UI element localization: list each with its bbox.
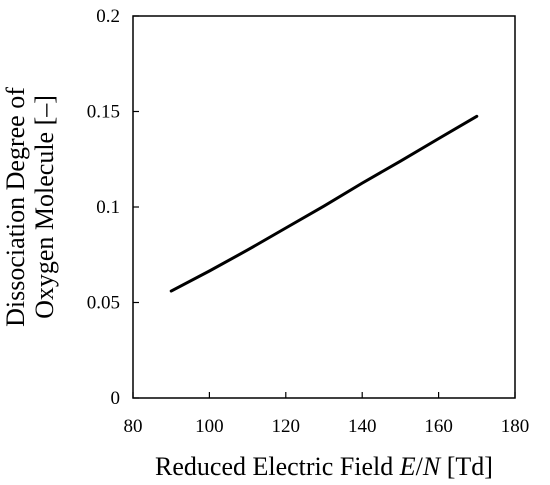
y-axis-ticks: 0 0.05 0.1 0.15 0.2: [87, 6, 139, 409]
y-tick-label: 0.05: [87, 293, 120, 314]
y-tick-label: 0: [111, 388, 121, 409]
x-axis-ticks: 80 100 120 140 160 180: [124, 392, 530, 437]
y-axis-title-line-2: Oxygen Molecule [–]: [30, 95, 59, 319]
x-tick-label: 100: [195, 416, 224, 437]
x-tick-label: 80: [124, 416, 143, 437]
y-tick-label: 0.1: [96, 197, 120, 218]
y-axis-title-line-1: Dissociation Degree of: [1, 87, 30, 327]
x-tick-label: 180: [501, 416, 530, 437]
series-line-0: [169, 114, 479, 293]
y-tick-label: 0.15: [87, 102, 120, 123]
y-axis-title: Dissociation Degree of Oxygen Molecule […: [1, 87, 59, 327]
x-tick-label: 160: [424, 416, 453, 437]
y-tick-label: 0.2: [96, 6, 120, 27]
x-tick-label: 140: [348, 416, 377, 437]
series-group: [169, 114, 479, 293]
x-tick-label: 120: [272, 416, 301, 437]
x-axis-title: Reduced Electric Field E/N [Td]: [155, 452, 493, 481]
